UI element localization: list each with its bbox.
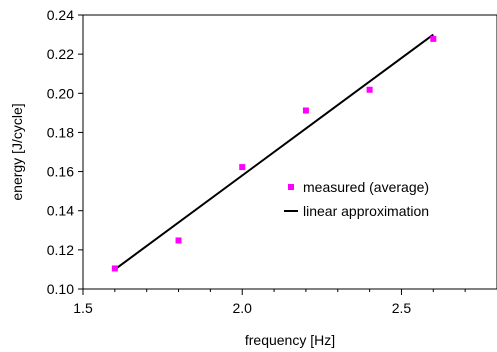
- measured-point: [111, 265, 118, 272]
- legend-label-linear: linear approximation: [303, 203, 429, 219]
- legend-marker-measured: [288, 184, 294, 190]
- y-tick-label: 0.18: [47, 124, 74, 140]
- y-tick-label: 0.16: [47, 164, 74, 180]
- x-axis-label: frequency [Hz]: [245, 332, 335, 348]
- y-tick-label: 0.24: [47, 7, 74, 23]
- measured-point: [302, 107, 309, 114]
- measured-point: [175, 237, 182, 244]
- legend: measured (average) linear approximation: [284, 179, 429, 219]
- y-tick-label: 0.14: [47, 203, 74, 219]
- plot-area: [82, 14, 497, 290]
- measured-point: [366, 86, 373, 93]
- linear-approximation-line: [114, 33, 434, 271]
- measured-points-layer: [111, 35, 437, 272]
- y-tick-label: 0.12: [47, 242, 74, 258]
- y-tick-label: 0.10: [47, 281, 74, 297]
- y-tick-label: 0.20: [47, 85, 74, 101]
- linear-approximation-layer: [114, 33, 434, 271]
- measured-point: [430, 35, 437, 42]
- x-tick-label: 1.5: [73, 300, 93, 316]
- y-axis-ticks: 0.10 0.12 0.14 0.16 0.18 0.20 0.22 0.24: [47, 7, 83, 297]
- y-axis-label: energy [J/cycle]: [9, 103, 25, 200]
- x-axis-ticks: 1.5 2.0 2.5: [73, 289, 466, 316]
- y-tick-label: 0.22: [47, 46, 74, 62]
- legend-label-measured: measured (average): [303, 179, 429, 195]
- measured-point: [239, 164, 246, 171]
- x-tick-label: 2.5: [392, 300, 412, 316]
- x-tick-label: 2.0: [232, 300, 252, 316]
